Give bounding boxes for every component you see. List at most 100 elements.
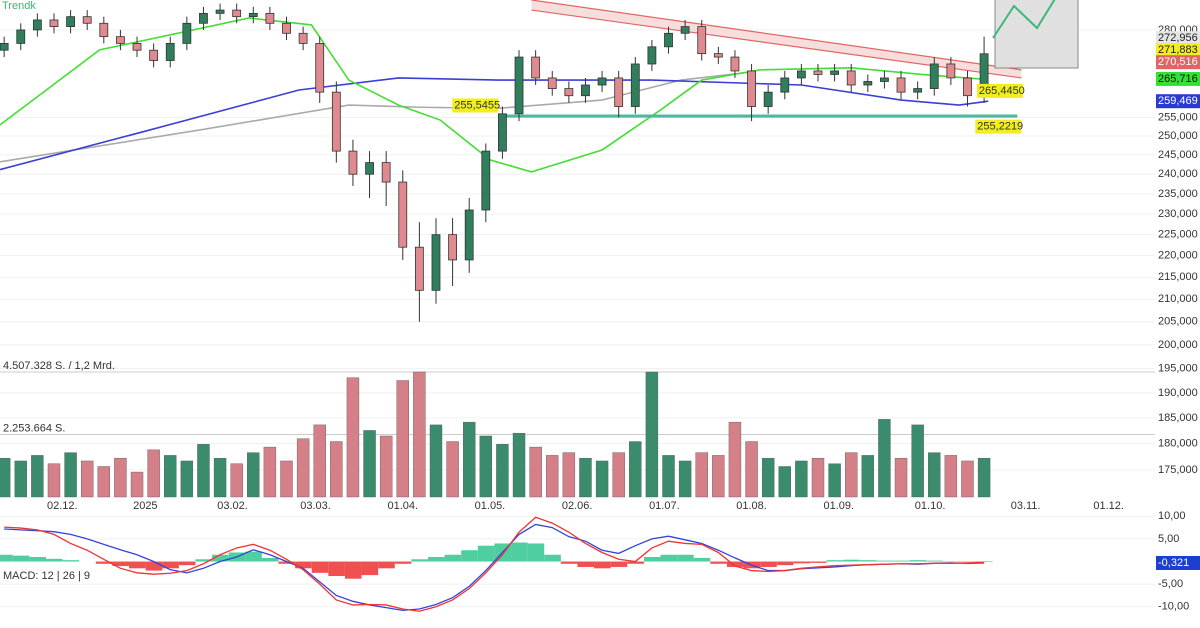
candle-body bbox=[730, 56, 740, 72]
macd-histogram-bar bbox=[893, 560, 910, 562]
x-tick-label: 03.03. bbox=[300, 500, 331, 512]
volume-bar bbox=[313, 424, 326, 498]
candle-body bbox=[49, 19, 59, 27]
volume-bar bbox=[280, 460, 293, 498]
macd-histogram-bar bbox=[793, 561, 810, 564]
volume-bar bbox=[828, 463, 841, 498]
volume-bar bbox=[47, 463, 61, 498]
candle-body bbox=[863, 81, 873, 86]
volume-bar bbox=[845, 452, 858, 498]
macd-histogram-bar bbox=[776, 561, 794, 566]
macd-histogram-bar bbox=[328, 561, 345, 576]
macd-histogram-bar bbox=[411, 559, 428, 562]
x-tick-label: 03.02. bbox=[217, 500, 248, 512]
candle-body bbox=[331, 91, 341, 152]
candle-body bbox=[116, 36, 125, 44]
candle-body bbox=[813, 70, 823, 75]
candle-body bbox=[498, 113, 507, 152]
y-tick-label: 245,000 bbox=[1158, 149, 1198, 161]
macd-tick-label: 5,00 bbox=[1158, 533, 1179, 545]
volume-bar bbox=[463, 421, 476, 498]
macd-histogram-bar bbox=[677, 554, 694, 562]
macd-histogram-bar bbox=[826, 560, 844, 562]
macd-histogram-bar bbox=[245, 551, 262, 562]
volume-bar bbox=[795, 460, 808, 498]
candle-body bbox=[282, 22, 291, 34]
macd-histogram-bar bbox=[876, 560, 894, 562]
projection-widget bbox=[992, 0, 1079, 69]
macd-histogram-bar bbox=[544, 554, 561, 562]
projection-path bbox=[992, 0, 1056, 39]
price-label-box bbox=[1156, 94, 1200, 109]
volume-bar bbox=[928, 452, 941, 498]
volume-bar bbox=[296, 438, 310, 498]
volume-bar bbox=[263, 446, 277, 498]
trend-line-upper bbox=[531, 0, 1022, 71]
candle-body bbox=[149, 49, 159, 61]
macd-tick-label: 10,00 bbox=[1158, 510, 1186, 522]
price-label-box bbox=[1156, 55, 1200, 70]
macd-histogram-bar bbox=[643, 557, 661, 562]
x-tick-label: 02.06. bbox=[562, 500, 593, 512]
candle-body bbox=[747, 70, 756, 107]
volume-bar bbox=[579, 457, 592, 498]
y-tick-label: 210,000 bbox=[1158, 293, 1198, 305]
y-tick-label: 185,000 bbox=[1158, 412, 1198, 424]
y-tick-label: 195,000 bbox=[1158, 362, 1198, 374]
macd-histogram-bar bbox=[444, 554, 462, 562]
volume-bar bbox=[180, 460, 194, 498]
macd-histogram-bar bbox=[344, 561, 362, 579]
volume-bar bbox=[330, 441, 343, 498]
point-label-box bbox=[976, 83, 1023, 98]
trend-channel-fill bbox=[531, 0, 1022, 78]
macd-histogram-bar bbox=[311, 561, 329, 573]
macd-last-box bbox=[1156, 555, 1200, 570]
volume-bar bbox=[512, 433, 526, 498]
x-tick-label: 01.12. bbox=[1093, 500, 1124, 512]
candle-body bbox=[796, 70, 806, 79]
candle-body bbox=[664, 32, 673, 48]
candle-body bbox=[531, 56, 541, 79]
x-tick-label: 01.07. bbox=[649, 500, 680, 512]
volume-bar bbox=[230, 463, 243, 498]
volume-bar bbox=[629, 441, 642, 498]
candle-body bbox=[66, 16, 75, 27]
macd-tick-label: -5,00 bbox=[1158, 578, 1183, 590]
candle-body bbox=[780, 77, 790, 93]
volume-bar bbox=[14, 460, 27, 498]
macd-histogram-bar bbox=[0, 554, 13, 562]
candle-body bbox=[132, 43, 142, 51]
candle-body bbox=[315, 43, 325, 93]
price-label-box bbox=[1156, 43, 1200, 58]
level-label: 255,2219 bbox=[977, 121, 1023, 133]
price-label: 259,469 bbox=[1158, 95, 1198, 107]
macd-histogram-bar bbox=[145, 561, 163, 571]
volume-bar bbox=[446, 441, 459, 498]
volume-bar bbox=[164, 455, 177, 498]
macd-line bbox=[4, 523, 985, 612]
macd-histogram-bar bbox=[477, 545, 495, 562]
macd-histogram-bar bbox=[162, 561, 179, 569]
candle-body bbox=[0, 43, 9, 51]
moving-average bbox=[0, 77, 989, 171]
candle-body bbox=[365, 162, 374, 175]
volume-bar bbox=[64, 452, 77, 498]
volume-bar bbox=[31, 455, 44, 498]
candle-body bbox=[547, 77, 557, 89]
macd-histogram-bar bbox=[627, 561, 644, 564]
macd-histogram-bar bbox=[45, 558, 63, 562]
volume-bar bbox=[761, 457, 775, 498]
y-tick-label: 215,000 bbox=[1158, 271, 1198, 283]
macd-title: MACD: 12 | 26 | 9 bbox=[3, 570, 90, 582]
volume-bar bbox=[961, 460, 974, 498]
price-label-box bbox=[1156, 71, 1200, 86]
candle-body bbox=[963, 77, 972, 97]
macd-histogram-bar bbox=[726, 561, 744, 567]
y-tick-label: 190,000 bbox=[1158, 387, 1198, 399]
candle-body bbox=[398, 181, 408, 248]
candle-body bbox=[929, 63, 939, 89]
candle-body bbox=[913, 88, 923, 93]
volume-bar bbox=[197, 444, 210, 498]
candle-body bbox=[448, 234, 457, 261]
